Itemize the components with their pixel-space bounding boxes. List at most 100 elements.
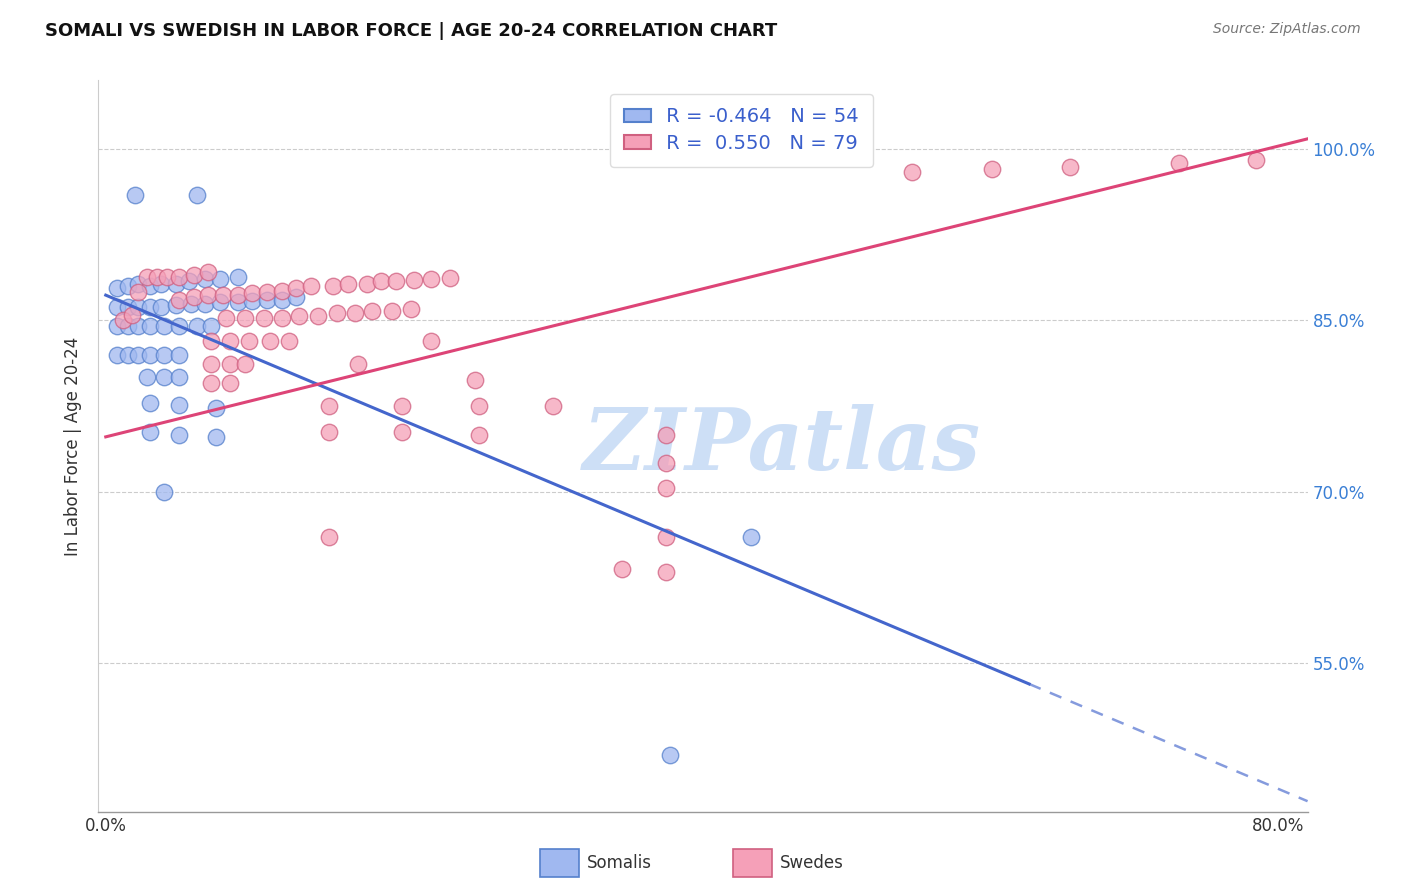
- Point: [150, 300, 173, 314]
- Point: [135, 269, 157, 284]
- Point: [610, 562, 633, 576]
- Point: [256, 293, 278, 307]
- Point: [322, 279, 344, 293]
- Point: [204, 401, 226, 416]
- Point: [183, 268, 205, 282]
- Point: [299, 279, 322, 293]
- Point: [165, 298, 187, 312]
- Point: [285, 290, 308, 304]
- Point: [153, 370, 176, 384]
- Point: [420, 334, 443, 348]
- Point: [127, 348, 149, 362]
- Point: [167, 370, 190, 384]
- Point: [138, 279, 160, 293]
- Legend:  R = -0.464   N = 54,  R =  0.550   N = 79: R = -0.464 N = 54, R = 0.550 N = 79: [610, 94, 873, 167]
- Point: [200, 376, 222, 391]
- Point: [186, 187, 208, 202]
- Point: [541, 399, 564, 413]
- Point: [981, 162, 1004, 177]
- Point: [186, 318, 208, 333]
- Point: [402, 273, 425, 287]
- Point: [356, 277, 378, 291]
- Point: [318, 425, 340, 440]
- Point: [285, 281, 308, 295]
- Point: [256, 285, 278, 299]
- Point: [361, 304, 384, 318]
- Point: [194, 297, 217, 311]
- Point: [179, 274, 201, 288]
- Point: [270, 284, 292, 298]
- Point: [183, 290, 205, 304]
- Text: SOMALI VS SWEDISH IN LABOR FORCE | AGE 20-24 CORRELATION CHART: SOMALI VS SWEDISH IN LABOR FORCE | AGE 2…: [45, 22, 778, 40]
- Point: [318, 530, 340, 544]
- Point: [167, 348, 190, 362]
- Point: [233, 357, 256, 371]
- Point: [167, 427, 190, 442]
- Point: [200, 318, 222, 333]
- Point: [117, 318, 139, 333]
- Point: [385, 274, 408, 288]
- Point: [326, 306, 349, 320]
- Point: [200, 334, 222, 348]
- Point: [167, 269, 190, 284]
- Point: [343, 306, 366, 320]
- Point: [259, 334, 281, 348]
- Point: [420, 272, 443, 286]
- Point: [318, 399, 340, 413]
- Point: [659, 747, 682, 762]
- Point: [219, 357, 242, 371]
- Point: [197, 288, 219, 302]
- Point: [307, 309, 329, 323]
- Text: Source: ZipAtlas.com: Source: ZipAtlas.com: [1213, 22, 1361, 37]
- Point: [153, 348, 176, 362]
- Point: [135, 370, 157, 384]
- Point: [654, 427, 676, 442]
- Point: [167, 293, 190, 307]
- Point: [200, 357, 222, 371]
- Point: [112, 313, 135, 327]
- Point: [439, 271, 461, 285]
- Point: [654, 530, 676, 544]
- Point: [740, 530, 762, 544]
- Point: [270, 310, 292, 325]
- Point: [464, 373, 486, 387]
- Text: ZIPatlas: ZIPatlas: [582, 404, 980, 488]
- Point: [654, 481, 676, 495]
- Point: [107, 318, 129, 333]
- Point: [156, 269, 179, 284]
- Point: [138, 318, 160, 333]
- Point: [180, 297, 202, 311]
- Point: [127, 300, 149, 314]
- Point: [167, 318, 190, 333]
- Point: [209, 272, 232, 286]
- Point: [212, 288, 235, 302]
- Point: [278, 334, 301, 348]
- Point: [204, 430, 226, 444]
- Point: [1059, 160, 1081, 174]
- Point: [1246, 153, 1268, 168]
- Point: [1167, 155, 1189, 169]
- Point: [219, 376, 242, 391]
- Point: [117, 279, 139, 293]
- Point: [226, 295, 249, 310]
- Point: [336, 277, 359, 291]
- Point: [233, 310, 256, 325]
- Point: [150, 277, 173, 291]
- Point: [240, 285, 263, 300]
- Point: [654, 565, 676, 579]
- Point: [654, 456, 676, 470]
- Point: [194, 272, 217, 286]
- Point: [226, 269, 249, 284]
- Point: [219, 334, 242, 348]
- Point: [127, 318, 149, 333]
- Point: [138, 300, 160, 314]
- Point: [117, 348, 139, 362]
- Point: [107, 348, 129, 362]
- Point: [347, 357, 370, 371]
- Point: [197, 265, 219, 279]
- Point: [138, 425, 160, 440]
- Text: Somalis: Somalis: [588, 854, 652, 872]
- Point: [380, 304, 402, 318]
- Point: [107, 281, 129, 295]
- Point: [153, 484, 176, 499]
